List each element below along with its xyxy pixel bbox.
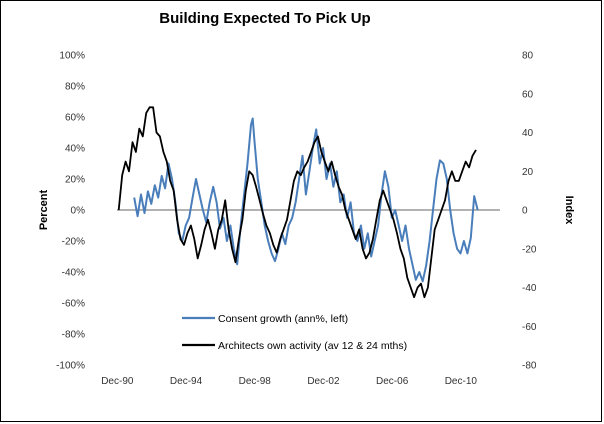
left-tick-label: 20% <box>65 175 85 186</box>
right-axis-label: Index <box>563 196 575 226</box>
x-tick-label: Dec-10 <box>445 376 478 387</box>
x-tick-label: Dec-06 <box>376 376 409 387</box>
right-tick-label: 80 <box>522 51 534 62</box>
right-tick-label: -40 <box>522 283 537 294</box>
left-tick-label: -80% <box>62 330 85 341</box>
left-axis-ticks: 100% 80% 60% 40% 20% 0% -20% -40% -60% -80% -100% <box>56 51 85 372</box>
right-tick-label: 60 <box>522 89 534 100</box>
left-tick-label: 0% <box>71 206 86 217</box>
legend: Consent growth (ann%, left) Architects o… <box>182 313 407 352</box>
x-tick-label: Dec-02 <box>307 376 340 387</box>
right-tick-label: 20 <box>522 167 534 178</box>
right-tick-label: 0 <box>522 206 528 217</box>
x-axis-ticks: Dec-90 Dec-94 Dec-98 Dec-02 Dec-06 Dec-10 <box>101 376 477 387</box>
legend-label-consent: Consent growth (ann%, left) <box>218 313 348 325</box>
series-line-architects-activity <box>117 106 477 299</box>
left-tick-label: 60% <box>65 113 85 124</box>
right-tick-label: -20 <box>522 244 537 255</box>
left-tick-label: -20% <box>62 237 85 248</box>
left-tick-label: -100% <box>56 361 85 372</box>
left-tick-label: -40% <box>62 268 85 279</box>
x-tick-label: Dec-94 <box>170 376 203 387</box>
chart-title: Building Expected To Pick Up <box>159 10 370 27</box>
series-layer <box>117 106 479 299</box>
left-tick-label: 80% <box>65 82 85 93</box>
right-axis-ticks: 80 60 40 20 0 -20 -40 -60 -80 <box>522 51 537 372</box>
x-tick-label: Dec-90 <box>101 376 134 387</box>
right-tick-label: -60 <box>522 322 537 333</box>
left-tick-label: 100% <box>59 51 85 62</box>
legend-label-architects: Architects own activity (av 12 & 24 mths… <box>218 340 407 352</box>
right-tick-label: 40 <box>522 128 534 139</box>
x-tick-label: Dec-98 <box>239 376 272 387</box>
left-axis-label: Percent <box>38 189 50 230</box>
left-tick-label: 40% <box>65 144 85 155</box>
series-line-consent-growth <box>133 117 479 283</box>
left-tick-label: -60% <box>62 299 85 310</box>
right-tick-label: -80 <box>522 361 537 372</box>
